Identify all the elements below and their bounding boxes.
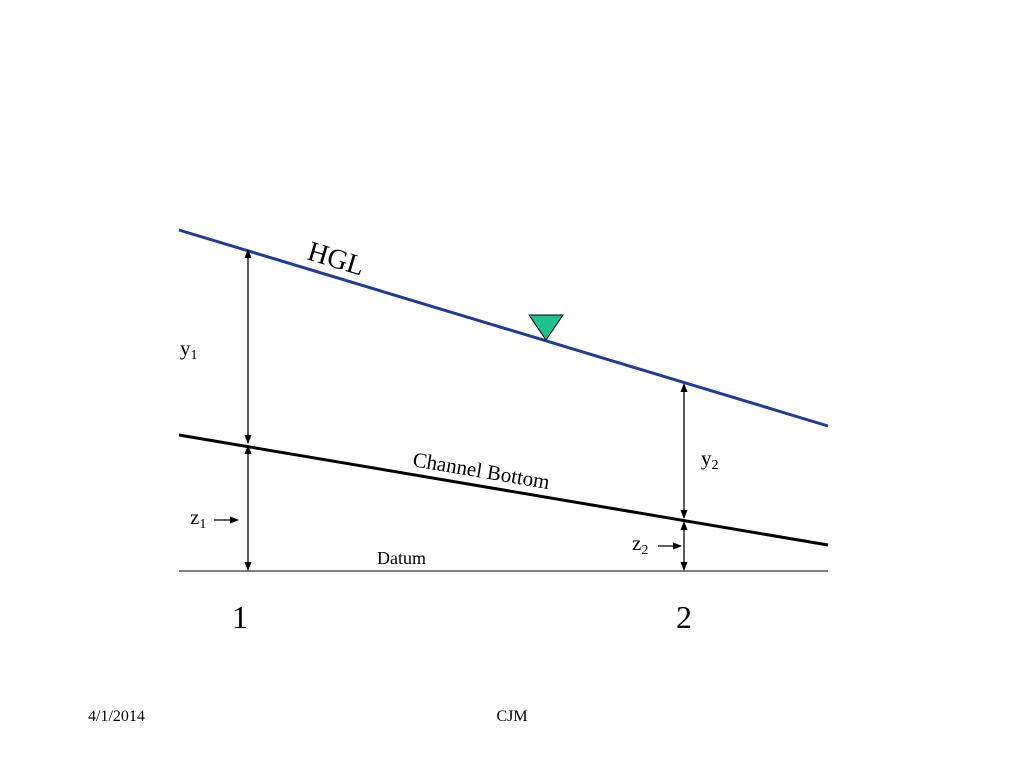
z2-label-base: z — [632, 531, 641, 555]
hgl-label: HGL — [304, 236, 368, 282]
z1-label: z1 — [190, 505, 206, 532]
footer-date: 4/1/2014 — [88, 708, 145, 725]
datum-label: Datum — [377, 548, 426, 568]
y2-label-base: y — [701, 446, 712, 470]
station-2-label: 2 — [676, 599, 692, 635]
water-surface-triangle-icon — [528, 314, 564, 341]
y1-label: y1 — [180, 336, 198, 363]
y2-label: y2 — [701, 446, 719, 473]
y1-label-sub: 1 — [191, 348, 198, 363]
y2-label-sub: 2 — [712, 458, 719, 473]
hgl-line — [178, 228, 829, 428]
station-1-label: 1 — [232, 599, 248, 635]
footer-author: CJM — [496, 708, 528, 725]
z1-label-base: z — [190, 505, 199, 529]
z2-label: z2 — [632, 531, 648, 558]
channel-bottom-line — [178, 433, 829, 547]
y1-label-base: y — [180, 336, 191, 360]
z1-label-sub: 1 — [199, 517, 206, 532]
z2-label-sub: 2 — [641, 543, 648, 558]
